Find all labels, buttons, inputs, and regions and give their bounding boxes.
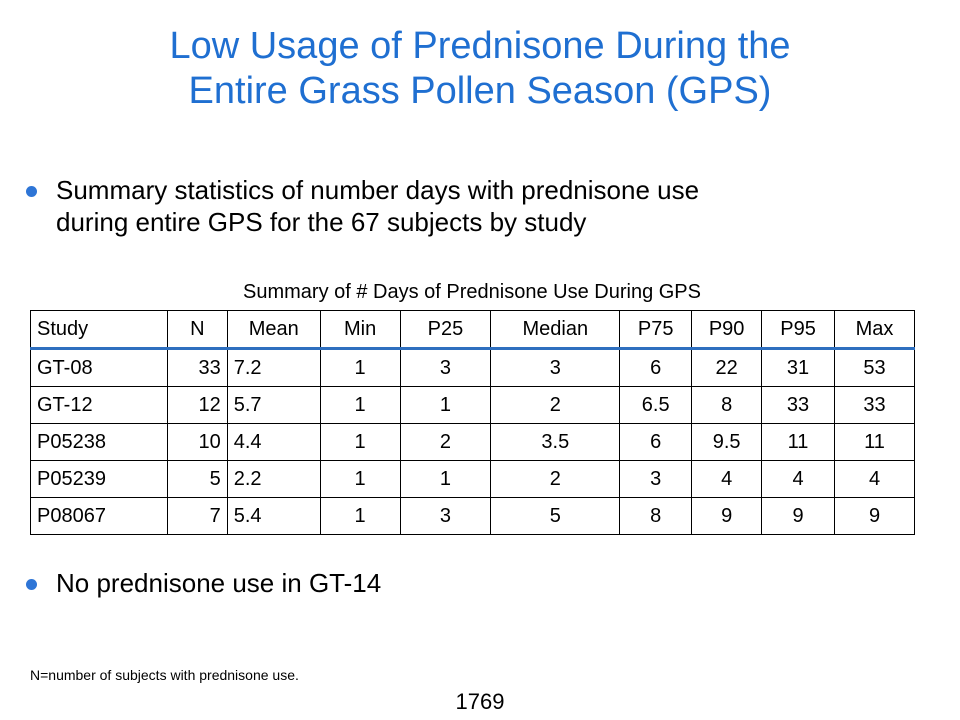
cell-mean: 2.2 [226,460,321,498]
cell-median: 2 [490,386,621,424]
cell-median: 3.5 [490,423,621,461]
cell-p75: 6 [619,348,693,387]
table-row: P05238 10 4.4 1 2 3.5 6 9.5 11 11 [30,423,915,461]
header-mean: Mean [226,310,321,350]
cell-study: GT-08 [30,348,168,387]
cell-p90: 22 [691,348,763,387]
cell-study: P08067 [30,497,168,535]
cell-p95: 11 [761,423,836,461]
cell-n: 33 [166,348,228,387]
cell-p25: 3 [399,497,492,535]
slide-title-line-2: Entire Grass Pollen Season (GPS) [188,70,772,112]
cell-min: 1 [319,386,401,424]
cell-n: 12 [166,386,228,424]
cell-median: 2 [490,460,621,498]
cell-p95: 9 [761,497,836,535]
cell-mean: 4.4 [226,423,321,461]
cell-p25: 1 [399,386,492,424]
cell-max: 33 [834,386,915,424]
cell-mean: 5.4 [226,497,321,535]
bullet-summary: Summary statistics of number days with p… [26,174,906,238]
cell-p75: 6 [619,423,693,461]
cell-n: 5 [166,460,228,498]
bullet-dot-icon [26,579,37,590]
cell-min: 1 [319,423,401,461]
cell-p75: 3 [619,460,693,498]
cell-min: 1 [319,497,401,535]
cell-min: 1 [319,348,401,387]
header-min: Min [319,310,401,350]
bullet-summary-line-1: Summary statistics of number days with p… [56,175,700,205]
bullet-summary-text: Summary statistics of number days with p… [26,174,906,238]
header-median: Median [490,310,621,350]
slide-title: Low Usage of Prednisone During the Entir… [40,24,920,114]
bullet-summary-line-2: during entire GPS for the 67 subjects by… [56,207,587,237]
cell-mean: 7.2 [226,348,321,387]
table-row: P05239 5 2.2 1 1 2 3 4 4 4 [30,460,915,498]
cell-p90: 9 [691,497,763,535]
header-p95: P95 [761,310,836,350]
header-n: N [166,310,228,350]
header-p25: P25 [399,310,492,350]
cell-p25: 2 [399,423,492,461]
slide-title-line-1: Low Usage of Prednisone During the [169,25,791,67]
table-caption: Summary of # Days of Prednisone Use Duri… [243,281,701,303]
cell-p95: 33 [761,386,836,424]
header-p90: P90 [691,310,763,350]
bullet-gt14-text: No prednisone use in GT-14 [26,567,906,599]
cell-study: P05238 [30,423,168,461]
cell-study: GT-12 [30,386,168,424]
cell-max: 53 [834,348,915,387]
cell-min: 1 [319,460,401,498]
page-number: 1769 [455,689,505,714]
footnote: N=number of subjects with prednisone use… [30,667,299,683]
table-header-row: Study N Mean Min P25 Median P75 P90 P95 … [30,310,915,350]
summary-table: Study N Mean Min P25 Median P75 P90 P95 … [30,310,915,535]
cell-p75: 6.5 [619,386,693,424]
cell-p25: 1 [399,460,492,498]
table-row: GT-12 12 5.7 1 1 2 6.5 8 33 33 [30,386,915,424]
cell-p90: 9.5 [691,423,763,461]
cell-p90: 8 [691,386,763,424]
cell-max: 9 [834,497,915,535]
table-row: GT-08 33 7.2 1 3 3 6 22 31 53 [30,348,915,387]
cell-median: 3 [490,348,621,387]
table-row: P08067 7 5.4 1 3 5 8 9 9 9 [30,497,915,535]
cell-p90: 4 [691,460,763,498]
bullet-dot-icon [26,186,37,197]
header-p75: P75 [619,310,693,350]
cell-p95: 4 [761,460,836,498]
cell-max: 4 [834,460,915,498]
header-max: Max [834,310,915,350]
cell-mean: 5.7 [226,386,321,424]
cell-n: 7 [166,497,228,535]
cell-p25: 3 [399,348,492,387]
bullet-gt14: No prednisone use in GT-14 [26,567,906,599]
bullet-gt14-line-1: No prednisone use in GT-14 [56,568,382,598]
cell-p95: 31 [761,348,836,387]
cell-study: P05239 [30,460,168,498]
cell-max: 11 [834,423,915,461]
cell-p75: 8 [619,497,693,535]
cell-median: 5 [490,497,621,535]
header-study: Study [30,310,168,350]
cell-n: 10 [166,423,228,461]
